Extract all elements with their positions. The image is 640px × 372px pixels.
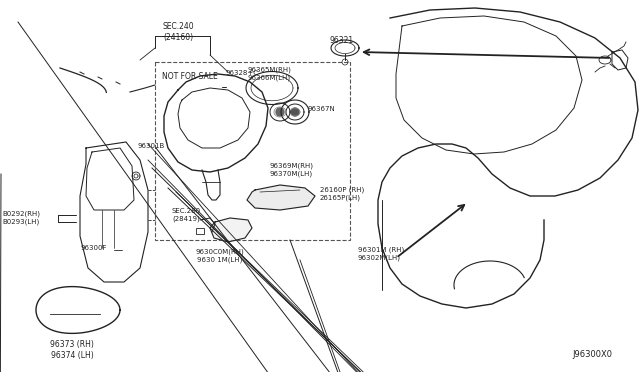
Text: 96321: 96321 (330, 36, 354, 45)
Text: B0292(RH)
B0293(LH): B0292(RH) B0293(LH) (2, 210, 40, 225)
Text: SEC.240
(24160): SEC.240 (24160) (162, 22, 194, 42)
Text: NOT FOR SALE: NOT FOR SALE (162, 72, 218, 81)
Text: SEC.280
(28419): SEC.280 (28419) (172, 208, 201, 222)
Bar (196, 228, 204, 234)
Text: 96300F: 96300F (80, 245, 106, 251)
Bar (226, 82, 235, 91)
Text: 96301M (RH)
96302M(LH): 96301M (RH) 96302M(LH) (358, 246, 404, 261)
Circle shape (291, 108, 299, 116)
Text: J96300X0: J96300X0 (572, 350, 612, 359)
Circle shape (276, 108, 284, 116)
Text: 96373 (RH)
96374 (LH): 96373 (RH) 96374 (LH) (50, 340, 94, 360)
Polygon shape (247, 185, 315, 210)
Text: 96301B: 96301B (138, 143, 165, 149)
Bar (155, 62, 350, 240)
Polygon shape (210, 218, 252, 242)
Text: 96328+C: 96328+C (226, 70, 259, 76)
Text: 96365M(RH)
96366M(LH): 96365M(RH) 96366M(LH) (248, 66, 292, 81)
Text: 9630C0M(RH)
9630 1M(LH): 9630C0M(RH) 9630 1M(LH) (196, 248, 244, 263)
Text: 96369M(RH)
96370M(LH): 96369M(RH) 96370M(LH) (270, 162, 314, 177)
Text: 26160P (RH)
26165P(LH): 26160P (RH) 26165P(LH) (320, 186, 364, 201)
Text: 96367N: 96367N (308, 106, 336, 112)
